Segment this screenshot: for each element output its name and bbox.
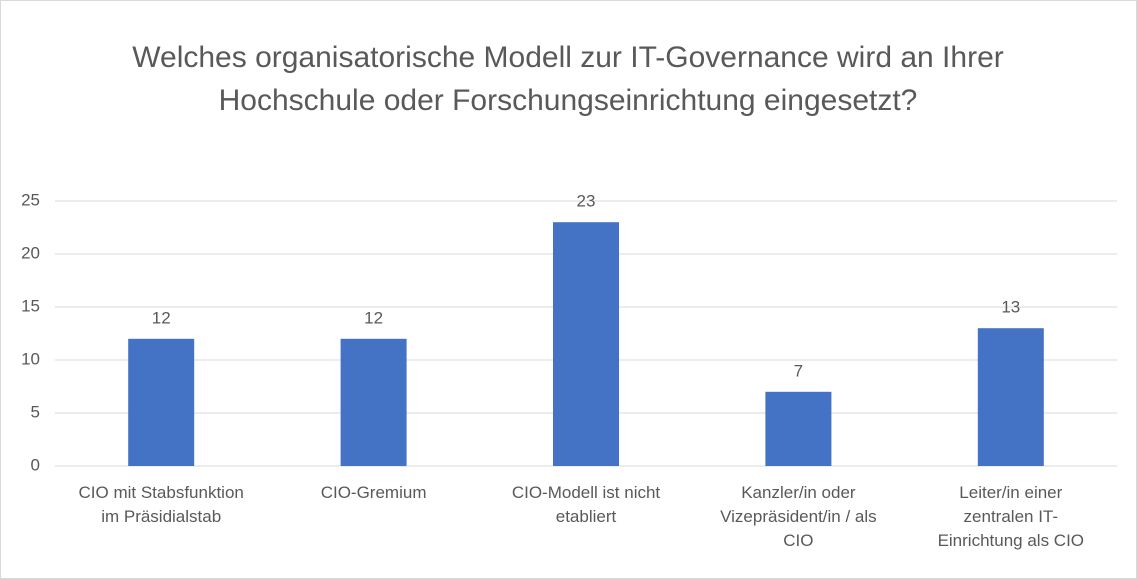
y-tick-label: 0 — [31, 455, 40, 474]
x-tick-label: CIO-Gremium — [320, 483, 427, 502]
x-tick-label: Leiter/in einer zentralen IT-Einrichtung… — [937, 483, 1085, 550]
x-tick-label: Kanzler/in oder Vizepräsident/in / als C… — [720, 483, 877, 550]
bar — [765, 391, 832, 466]
y-tick-label: 5 — [31, 402, 40, 421]
y-tick-label: 15 — [21, 296, 40, 315]
y-tick-label: 10 — [21, 349, 40, 368]
data-label: 12 — [364, 308, 383, 327]
chart-title: Welches organisatorische Modell zur IT-G… — [132, 41, 1004, 117]
data-label: 12 — [152, 308, 171, 327]
data-label: 7 — [794, 361, 803, 380]
data-label: 23 — [577, 192, 596, 211]
bar — [128, 338, 195, 466]
y-tick-label: 20 — [21, 243, 40, 262]
x-tick-label: CIO mit Stabsfunktion im Präsidialstab — [78, 483, 244, 526]
data-label: 13 — [1001, 298, 1020, 317]
y-tick-label: 25 — [21, 190, 40, 209]
bar — [553, 222, 619, 466]
bar — [977, 328, 1044, 466]
x-tick-label: CIO-Modell ist nicht etabliert — [511, 483, 661, 526]
bar — [340, 338, 407, 466]
